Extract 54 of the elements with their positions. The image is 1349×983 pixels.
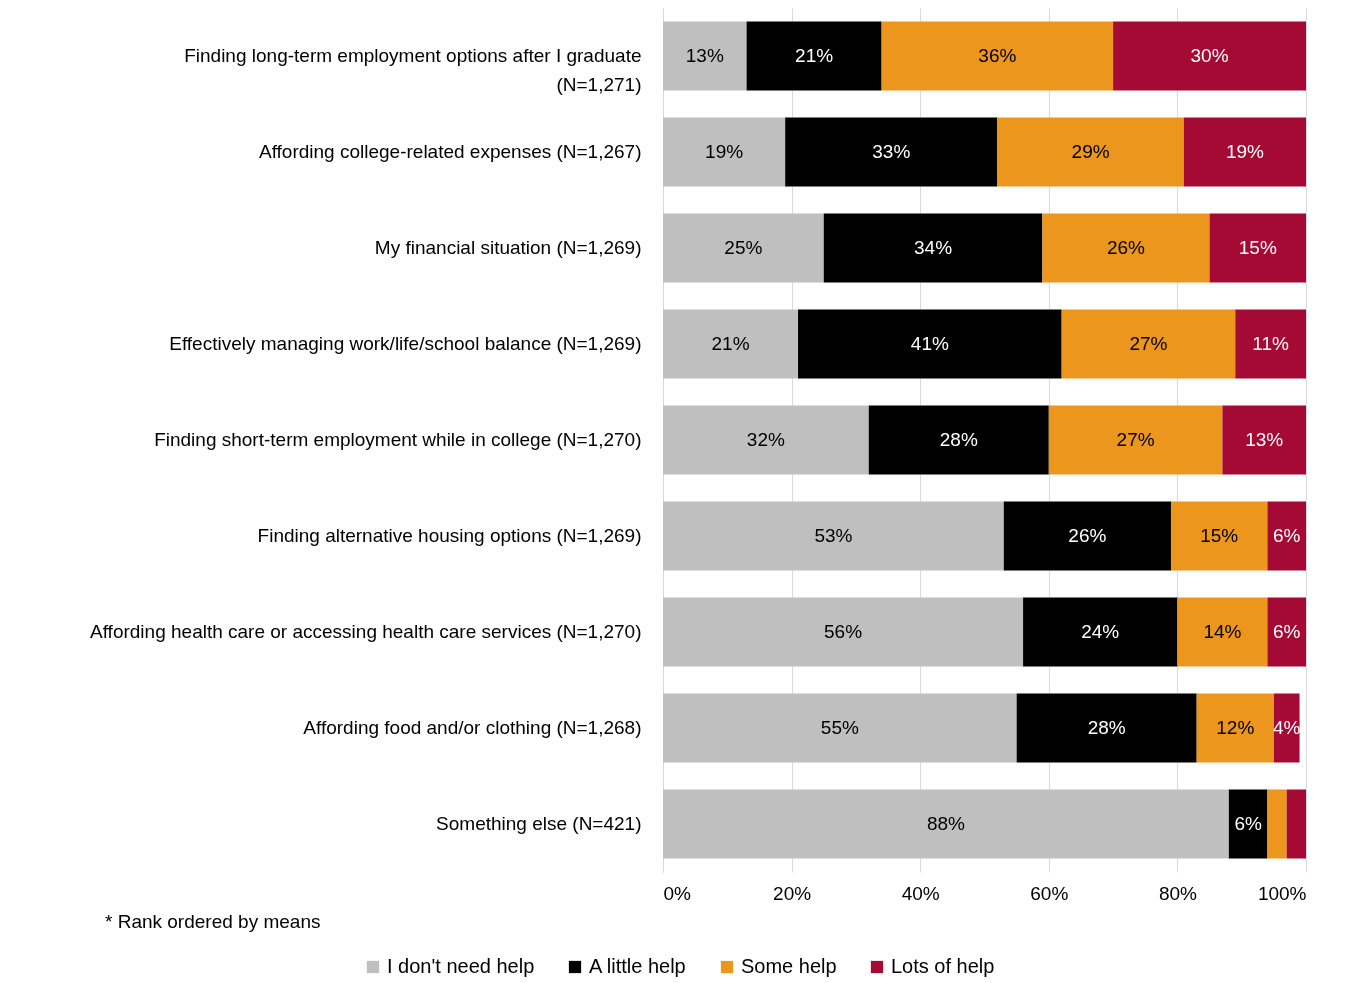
data-label: 13%: [685, 45, 724, 66]
data-label: 33%: [872, 141, 911, 162]
data-label: 15%: [1200, 525, 1239, 546]
data-label: 15%: [1238, 237, 1277, 258]
y-tick-label: Affording health care or accessing health care services (N=1,270): [90, 621, 642, 642]
y-tick-label: My financial situation (N=1,269): [374, 237, 642, 258]
x-tick-label: 40%: [901, 882, 940, 904]
y-tick-label: Finding long-term employment options after I graduate (N=1,271): [184, 45, 642, 95]
data-label: 4%: [1272, 717, 1301, 738]
data-label: 41%: [910, 333, 949, 354]
data-label: 24%: [1081, 621, 1120, 642]
data-label: 26%: [1106, 237, 1146, 258]
x-tick-label: 80%: [1158, 882, 1198, 904]
x-tick-label: 100%: [1257, 882, 1307, 904]
y-tick-label: Finding short-term employment while in college (N=1,270): [154, 429, 642, 450]
data-label: 32%: [746, 429, 785, 450]
y-tick-label: Affording food and/or clothing (N=1,268): [303, 717, 642, 738]
data-label: 30%: [1190, 45, 1229, 66]
data-label: 6%: [1272, 621, 1301, 642]
y-tick-label: Something else (N=421): [436, 813, 642, 834]
data-label: 53%: [814, 525, 853, 546]
y-tick-label: Affording college-related expenses (N=1,267): [258, 141, 642, 162]
data-label: 19%: [1225, 141, 1265, 162]
text: * Rank ordered by means: [105, 911, 321, 932]
x-tick-label: 0%: [663, 882, 692, 904]
legend-label: A little help: [589, 955, 686, 977]
data-label: 28%: [1087, 717, 1126, 738]
y-tick-label: Finding alternative housing options (N=1,269): [257, 525, 642, 546]
data-label: 88%: [926, 813, 966, 834]
data-label: 25%: [724, 237, 763, 258]
data-label: 14%: [1203, 621, 1242, 642]
data-label: 13%: [1245, 429, 1284, 450]
data-label: 26%: [1068, 525, 1107, 546]
data-label: 27%: [1129, 333, 1168, 354]
x-tick-label: 60%: [1030, 882, 1069, 904]
data-label: 28%: [939, 429, 978, 450]
data-label: 27%: [1116, 429, 1155, 450]
legend-label: Some help: [741, 955, 837, 977]
data-label: 56%: [824, 621, 863, 642]
data-label: 12%: [1216, 717, 1255, 738]
x-tick-label: 20%: [773, 882, 812, 904]
data-label: 36%: [978, 45, 1017, 66]
legend-label: I don't need help: [387, 955, 535, 977]
data-label: 6%: [1272, 525, 1301, 546]
data-label: 21%: [795, 45, 834, 66]
data-label: 34%: [914, 237, 953, 258]
data-label: 19%: [705, 141, 744, 162]
data-label: 11%: [1252, 333, 1290, 354]
data-label: 29%: [1071, 141, 1110, 162]
legend-label: Lots of help: [891, 955, 995, 977]
data-label: 6%: [1234, 813, 1262, 834]
data-label: 21%: [711, 333, 750, 354]
y-tick-label: Effectively managing work/life/school balance (N=1,269): [169, 333, 642, 354]
data-label: 55%: [820, 717, 859, 738]
